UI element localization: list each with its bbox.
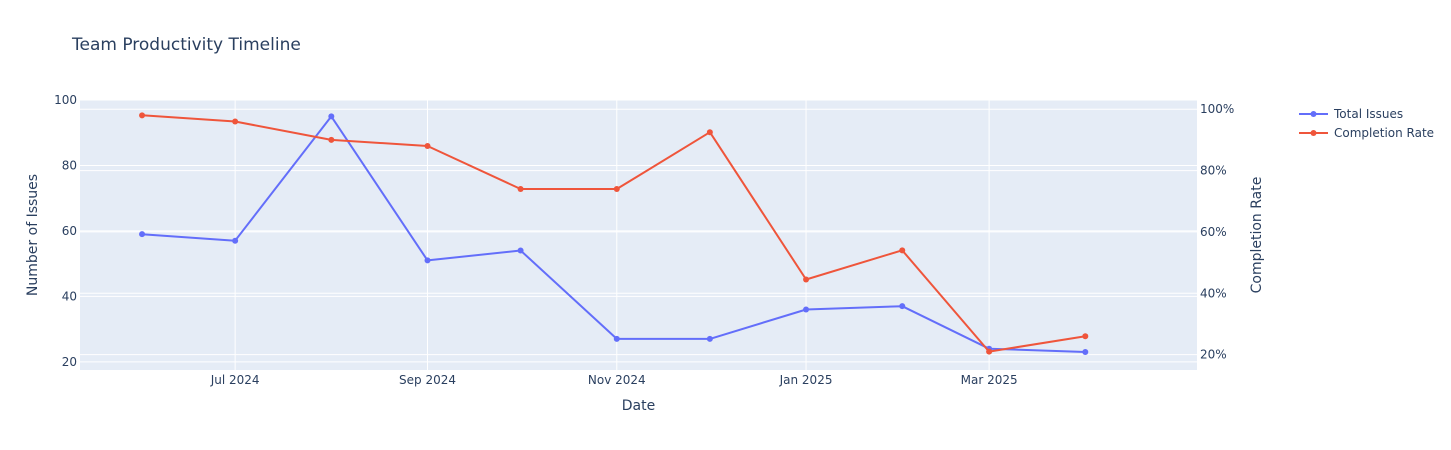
plot-area [80, 100, 1197, 370]
data-point[interactable] [803, 276, 810, 283]
x-tick-label: Sep 2024 [399, 373, 456, 387]
legend-marker [1310, 111, 1317, 117]
chart-title: Team Productivity Timeline [71, 35, 301, 55]
y2-tick-label: 60% [1200, 225, 1227, 239]
legend-item[interactable]: Completion Rate [1299, 126, 1434, 140]
y-axis-title: Number of Issues [25, 174, 41, 296]
grid-lines [80, 99, 1197, 370]
x-tick-label: Mar 2025 [961, 373, 1018, 387]
data-point[interactable] [139, 231, 146, 238]
data-point[interactable] [1082, 333, 1089, 340]
y-tick-label: 100 [54, 93, 77, 107]
x-tick-label: Nov 2024 [588, 373, 646, 387]
data-point[interactable] [613, 185, 620, 192]
data-point[interactable] [424, 143, 431, 150]
legend-label: Completion Rate [1334, 126, 1434, 140]
data-point[interactable] [232, 237, 239, 244]
data-point[interactable] [139, 112, 146, 119]
data-point[interactable] [706, 335, 713, 342]
data-point[interactable] [328, 113, 335, 120]
data-point[interactable] [803, 306, 810, 313]
y2-axis-title: Completion Rate [1249, 177, 1265, 294]
y2-tick-label: 20% [1200, 348, 1227, 362]
y-tick-label: 40 [62, 289, 77, 303]
legend-marker [1310, 130, 1317, 136]
data-point[interactable] [424, 257, 431, 264]
data-point[interactable] [232, 118, 239, 125]
data-point[interactable] [613, 335, 620, 342]
series-layer [139, 112, 1089, 355]
data-point[interactable] [899, 247, 906, 254]
legend-item[interactable]: Total Issues [1299, 107, 1403, 121]
axis-labels: Jul 2024 Sep 2024 Nov 2024 Jan 2025 Mar 2025… [54, 93, 1234, 387]
data-point[interactable] [986, 348, 993, 355]
x-axis-title: Date [622, 398, 655, 414]
legend-label: Total Issues [1333, 107, 1403, 121]
legend[interactable]: Total Issues Completion Rate [1299, 107, 1434, 140]
data-point[interactable] [1082, 349, 1089, 355]
data-point[interactable] [899, 303, 906, 310]
data-point[interactable] [517, 247, 524, 254]
x-tick-label: Jan 2025 [779, 373, 833, 387]
y2-tick-label: 40% [1200, 286, 1227, 300]
y-tick-label: 20 [62, 355, 77, 369]
x-tick-label: Jul 2024 [210, 373, 260, 387]
y2-tick-label: 80% [1200, 164, 1227, 178]
data-point[interactable] [517, 185, 524, 192]
y-tick-label: 80 [62, 158, 77, 172]
y2-tick-label: 100% [1200, 102, 1234, 116]
y-tick-label: 60 [62, 224, 77, 238]
data-point[interactable] [328, 136, 335, 143]
data-point[interactable] [706, 129, 713, 136]
